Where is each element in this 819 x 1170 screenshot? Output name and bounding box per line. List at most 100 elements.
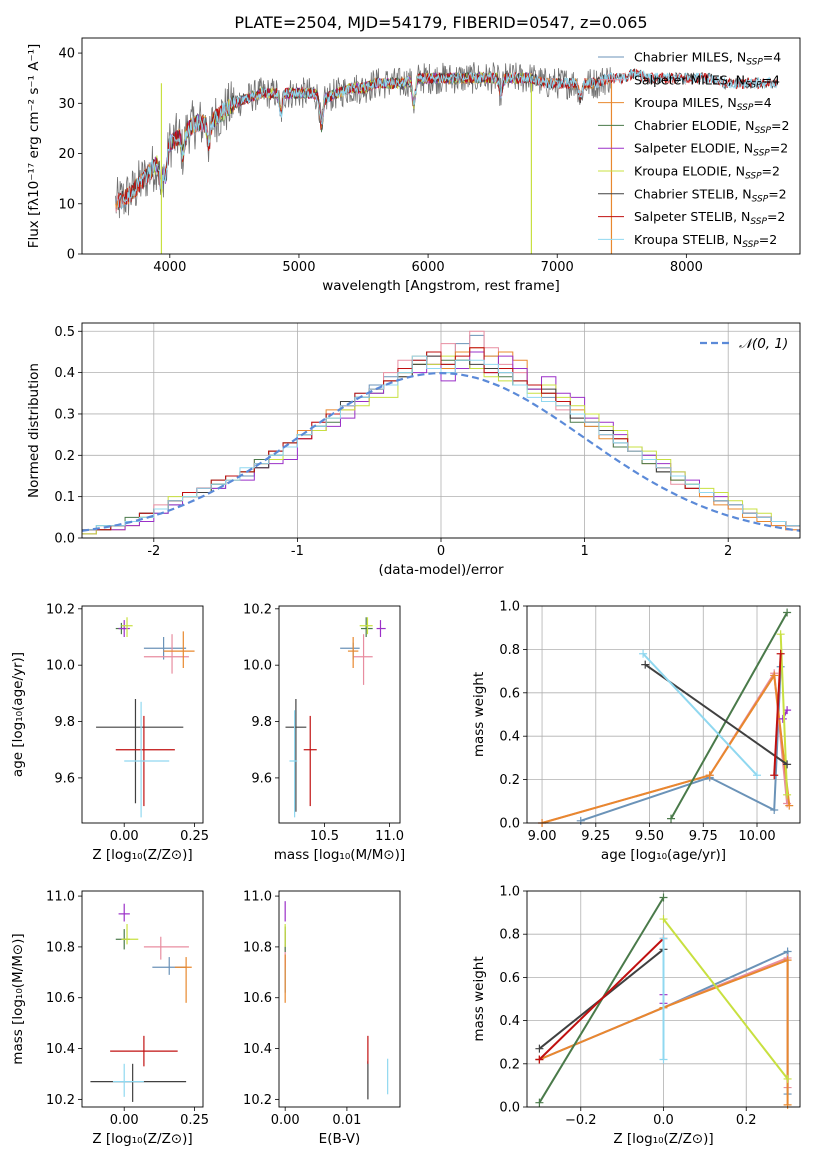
weight-line (541, 672, 791, 823)
y-tick-label: 9.8 (251, 715, 272, 730)
x-tick-label: 2 (724, 544, 732, 559)
y-axis-label: mass [log₁₀(M/M⊙)] (10, 933, 26, 1064)
x-tick-label: 0.01 (332, 1113, 361, 1128)
x-tick-label: 0.00 (110, 829, 139, 844)
mass_vs_Z-frame (81, 890, 204, 1108)
weight-marker (659, 893, 668, 902)
weight-marker (705, 771, 714, 780)
weight-marker (659, 934, 668, 943)
weight-line (538, 937, 665, 1061)
weight-line (773, 653, 782, 776)
weight-marker (776, 649, 785, 658)
y-tick-label: 0.0 (499, 1101, 520, 1116)
x-tick-label: 9.75 (689, 829, 718, 844)
y-tick-label: 10.8 (46, 940, 75, 955)
weight-marker (783, 760, 792, 769)
x-tick-label: 9.00 (528, 829, 557, 844)
x-tick-label: 0.00 (271, 1113, 300, 1128)
x-tick-label: 0.2 (736, 1113, 757, 1128)
spectrum-frame (81, 37, 801, 255)
weight-line (642, 653, 758, 776)
y-tick-label: 0.1 (54, 490, 75, 505)
weight-line (539, 958, 789, 1105)
weight-marker (770, 771, 779, 780)
x-tick-label: 0.00 (110, 1113, 139, 1128)
weight-marker (659, 915, 668, 924)
legend-label: Chabrier MILES, NSSP=4 (634, 50, 781, 68)
x-tick-label: 10.00 (738, 829, 775, 844)
weight-marker (785, 801, 794, 810)
y-tick-label: 0 (67, 248, 75, 263)
y-tick-label: 0.6 (499, 971, 520, 986)
x-tick-label: 4000 (153, 260, 186, 275)
legend-label: Kroupa MILES, NSSP=4 (634, 95, 772, 113)
weight-marker (667, 814, 676, 823)
x-axis-label: age [log₁₀(age/yr)] (601, 847, 726, 863)
y-axis-label: age [log₁₀(age/yr)] (10, 652, 26, 777)
y-tick-label: 10.4 (46, 1042, 75, 1057)
y-tick-label: 10.2 (46, 1093, 75, 1108)
y-axis-label: mass weight (471, 672, 487, 757)
legend-label: Kroupa STELIB, NSSP=2 (634, 232, 777, 250)
residuals-axes: -2 -1 0 1 2 0.0 0.1 0.2 0.3 0.4 0.5 (54, 323, 800, 559)
spectrum-axes: 4000 5000 6000 7000 8000 0 10 20 30 40 (58, 47, 702, 275)
legend-label: Kroupa ELODIE, NSSP=2 (634, 164, 780, 182)
y-tick-label: 11.0 (46, 890, 75, 905)
weight-marker (770, 671, 779, 680)
legend-label: Salpeter STELIB, NSSP=2 (634, 209, 785, 227)
weight_vs_age-axes: 9.00 9.25 9.50 9.75 10.00 0.0 0.2 0.4 0.6 0.8 1.0 (499, 600, 800, 844)
weight-marker (639, 649, 648, 658)
y-tick-label: 0.2 (54, 449, 75, 464)
weight-marker (641, 660, 650, 669)
legend-label: Chabrier ELODIE, NSSP=2 (634, 118, 789, 136)
y-tick-label: 10.2 (243, 1093, 272, 1108)
x-tick-label: 5000 (282, 260, 315, 275)
weight-marker (778, 714, 787, 723)
y-tick-label: 0.2 (499, 1057, 520, 1072)
y-tick-label: 10.6 (46, 991, 75, 1006)
weight-line (670, 612, 788, 820)
y-tick-label: 1.0 (499, 600, 520, 615)
weight-marker (783, 1074, 792, 1083)
x-tick-label: 0 (437, 544, 445, 559)
x-tick-label: 8000 (670, 260, 703, 275)
legend-label: Chabrier STELIB, NSSP=2 (634, 186, 787, 204)
y-tick-label: 10.2 (243, 602, 272, 617)
legend: Chabrier MILES, NSSP=4 Salpeter MILES, NS… (598, 50, 789, 250)
y-tick-label: 0.5 (54, 325, 75, 340)
y-tick-label: 0.0 (499, 817, 520, 832)
y-tick-label: 0.3 (54, 407, 75, 422)
y-tick-label: 0.4 (54, 366, 75, 381)
mass_vs_EBV-frame (278, 890, 401, 1108)
weight-marker (776, 630, 785, 639)
weight_vs_Z-frame (526, 890, 801, 1108)
y-tick-label: 30 (58, 97, 75, 112)
legend-label: Salpeter ELODIE, NSSP=2 (634, 141, 788, 159)
age_vs_Z-axes: 0.00 0.25 9.6 9.8 10.0 10.2 (46, 602, 209, 844)
x-tick-label: 9.50 (635, 829, 664, 844)
x-tick-label: −0.2 (565, 1113, 597, 1128)
x-axis-label: Z [log₁₀(Z/Z⊙)] (92, 847, 192, 863)
mass_vs_EBV-axes: 0.00 0.01 10.2 10.4 10.6 10.8 11.0 (243, 890, 361, 1128)
y-tick-label: 10.6 (243, 991, 272, 1006)
mass_vs_Z-axes: 0.00 0.25 10.2 10.4 10.6 10.8 11.0 (46, 890, 209, 1128)
y-tick-label: 0.8 (499, 643, 520, 658)
spectrum-model-line (117, 69, 778, 209)
normal-curve (82, 371, 800, 532)
y-tick-label: 0.2 (499, 773, 520, 788)
y-tick-label: 10.4 (243, 1042, 272, 1057)
x-axis-label: E(B-V) (319, 1131, 361, 1147)
spectrum-data-line (115, 62, 612, 219)
weight-marker (783, 608, 792, 617)
weight-marker (753, 771, 762, 780)
weight-marker (535, 1098, 544, 1107)
weight-marker (783, 1100, 792, 1109)
x-axis-label: (data-model)/error (378, 562, 504, 578)
legend-label: Salpeter MILES, NSSP=4 (634, 72, 780, 90)
y-tick-label: 9.8 (54, 715, 75, 730)
x-tick-label: 7000 (541, 260, 574, 275)
y-tick-label: 1.0 (499, 885, 520, 900)
y-tick-label: 0.8 (499, 928, 520, 943)
weight-marker (783, 790, 792, 799)
